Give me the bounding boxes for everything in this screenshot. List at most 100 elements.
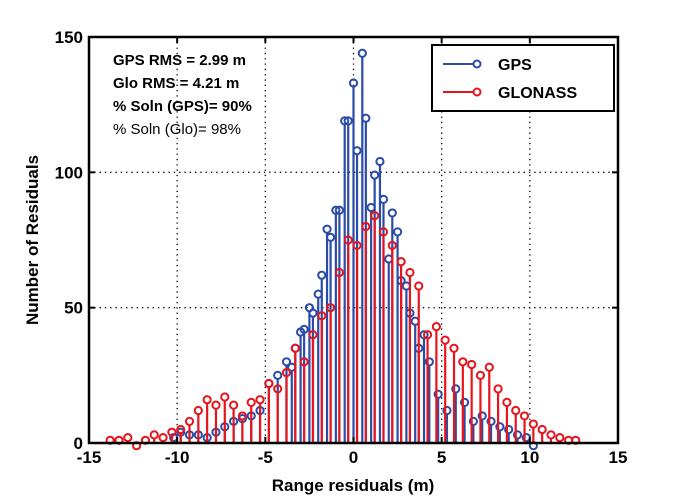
glonass-stem-marker [378, 227, 389, 237]
gps-stem-marker [334, 205, 344, 215]
glonass-stem-marker [537, 424, 547, 435]
glonass-stem-marker [334, 267, 344, 278]
glonass-stem-marker [387, 240, 397, 251]
glonass-stem-marker [237, 411, 248, 421]
gps-stem-marker [281, 357, 292, 367]
gps-stem-marker [442, 405, 452, 416]
glonass-stem-marker [467, 359, 477, 370]
glonass-stem-marker [255, 395, 265, 405]
gps-stem-marker [370, 170, 380, 180]
y-tick-label: 150 [55, 28, 83, 47]
axis-ticks [88, 36, 619, 444]
glonass-stem-marker [458, 357, 468, 367]
gps-stem-marker [451, 384, 461, 394]
gps-stem-marker [459, 397, 470, 407]
glonass-stem-marker [167, 427, 177, 437]
glonass-stem-marker [475, 370, 486, 380]
glonass-stem-marker [546, 430, 556, 440]
glonass-stem-marker [361, 221, 371, 232]
glonass-stem-marker [158, 432, 168, 443]
glonass-stem-marker [431, 322, 441, 332]
glonass-stem-marker [343, 235, 353, 245]
gps-stem-marker [317, 270, 327, 280]
legend-gps-marker-icon [472, 59, 482, 69]
glonass-stem-marker [202, 395, 212, 405]
gps-stem-marker [392, 227, 403, 237]
glo-rms-text: Glo RMS = 4.21 m [113, 75, 239, 92]
gps-stem-marker [331, 205, 341, 215]
y-tick-label: 50 [64, 299, 83, 318]
x-tick-label: -5 [258, 448, 273, 467]
legend: GPS GLONASS [431, 44, 615, 112]
gps-stem-marker [378, 194, 389, 204]
glonass-stem-marker [176, 424, 186, 435]
gps-stem-marker [352, 146, 362, 156]
glonass-stem-marker [281, 368, 292, 378]
gps-stem-marker [486, 416, 496, 426]
glonass-stem-marker [299, 357, 309, 367]
glonass-stem-marker [528, 419, 538, 429]
gps-stem-marker [308, 308, 318, 318]
y-tick-label: 0 [74, 434, 83, 453]
glonass-stem-marker [502, 397, 512, 407]
glonass-series [105, 211, 581, 451]
x-tick-label: 5 [437, 448, 446, 467]
glonass-stem-marker [493, 384, 503, 394]
glonass-stem-marker [449, 343, 459, 353]
glonass-stem-marker [370, 211, 380, 221]
glonass-stem-marker [511, 405, 521, 416]
glonass-stem-marker [325, 303, 336, 313]
glonass-stem-marker [317, 311, 327, 321]
y-axis-label: Number of Residuals [23, 155, 42, 325]
glonass-stem-marker [396, 257, 406, 267]
gps-stem-marker [322, 224, 332, 234]
glonass-stem-marker [440, 335, 450, 345]
gps-stem-marker [361, 113, 371, 123]
gps-soln-text: % Soln (GPS)= 90% [113, 98, 252, 115]
glonass-stem-marker [123, 432, 133, 443]
x-tick-label: -15 [77, 448, 102, 467]
gps-rms-text: GPS RMS = 2.99 m [113, 52, 246, 69]
gps-stem-marker [419, 330, 429, 340]
glonass-stem-marker [220, 392, 230, 402]
x-tick-label: 15 [609, 448, 628, 467]
gps-stem-marker [357, 48, 367, 58]
glonass-stem-marker [264, 378, 274, 389]
glonass-stem-marker [273, 384, 283, 394]
y-tick-labels: 0 50 100 150 [55, 28, 83, 453]
gps-stem-marker [424, 357, 434, 367]
gps-stem-marker [504, 424, 514, 435]
glonass-stem-marker [290, 343, 300, 353]
x-tick-label: 0 [349, 448, 358, 467]
glonass-stem-marker [193, 405, 203, 416]
x-tick-label: 10 [520, 448, 539, 467]
gps-stem-marker [348, 78, 359, 88]
glonass-stem-marker [228, 400, 239, 410]
stats-annotation: GPS RMS = 2.99 m Glo RMS = 4.21 m % Soln… [113, 52, 252, 138]
legend-gps-label: GPS [498, 57, 532, 74]
glonass-stem-marker [211, 400, 221, 410]
glonass-stem-marker [519, 411, 530, 421]
x-axis-label: Range residuals (m) [272, 476, 435, 495]
gps-stem-marker [325, 232, 336, 242]
legend-glonass-marker-icon [472, 87, 482, 97]
glonass-stem-marker [352, 240, 362, 251]
legend-glonass-label: GLONASS [498, 85, 577, 102]
gps-stem-marker [495, 422, 505, 432]
glo-soln-text: % Soln (Glo)= 98% [113, 121, 241, 138]
grid-lines [89, 37, 618, 443]
gps-stem-marker [343, 116, 353, 126]
gps-stem-marker [273, 370, 283, 380]
gps-stem-marker [299, 324, 309, 334]
glonass-stem-marker [422, 330, 433, 340]
x-tick-labels: -15 -10 -5 0 5 10 15 [77, 448, 628, 467]
gps-stem-marker [387, 208, 397, 218]
glonass-stem-marker [308, 330, 318, 340]
gps-stem-marker [375, 156, 385, 167]
glonass-stem-marker [414, 281, 424, 291]
gps-stem-marker [477, 411, 487, 421]
legend-box [431, 44, 615, 112]
gps-stem-marker [340, 116, 350, 126]
gps-stem-marker [468, 416, 479, 426]
